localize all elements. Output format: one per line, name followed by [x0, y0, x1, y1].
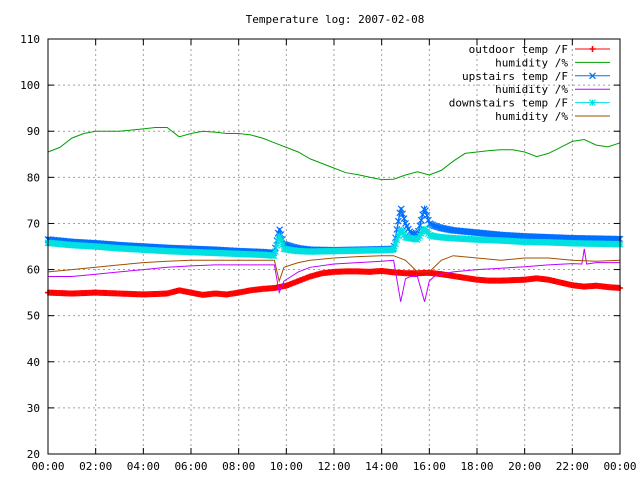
series-4	[48, 248, 620, 302]
y-tick-label: 110	[20, 33, 40, 46]
legend-label: humidity /%	[495, 83, 568, 96]
y-tick-label: 50	[27, 310, 40, 323]
data-point	[273, 241, 281, 249]
x-tick-label: 16:00	[413, 460, 446, 473]
y-tick-label: 20	[27, 448, 40, 461]
y-tick-label: 100	[20, 79, 40, 92]
data-point	[279, 241, 286, 249]
y-tick-label: 90	[27, 125, 40, 138]
legend-marker	[589, 72, 596, 80]
x-tick-label: 10:00	[270, 460, 303, 473]
x-tick-label: 20:00	[508, 460, 541, 473]
legend-label: humidity /%	[495, 110, 568, 123]
data-point	[277, 237, 285, 244]
data-point	[400, 215, 408, 223]
data-point	[270, 252, 278, 260]
x-tick-label: 00:00	[31, 460, 64, 473]
data-point	[417, 216, 425, 224]
x-tick-label: 12:00	[317, 460, 350, 473]
data-point	[416, 222, 424, 230]
y-tick-label: 80	[27, 171, 40, 184]
series-line	[47, 255, 621, 283]
series-5	[44, 225, 624, 260]
x-tick-label: 22:00	[556, 460, 589, 473]
chart-title: Temperature log: 2007-02-08	[246, 13, 425, 26]
grid-layer	[48, 39, 620, 454]
data-point	[397, 205, 405, 213]
series-2	[47, 127, 621, 181]
data-point	[392, 240, 399, 248]
y-tick-label: 70	[27, 217, 40, 230]
data-point	[394, 217, 402, 225]
series-line	[48, 248, 620, 302]
legend-label: humidity /%	[495, 56, 568, 69]
x-tick-label: 18:00	[460, 460, 493, 473]
series-1	[45, 267, 623, 298]
y-tick-label: 60	[27, 264, 40, 277]
data-point	[394, 232, 402, 240]
legend-marker	[589, 99, 596, 106]
series-line	[47, 127, 621, 181]
y-tick-label: 30	[27, 402, 40, 415]
data-point	[390, 244, 398, 252]
x-tick-label: 06:00	[174, 460, 207, 473]
data-point	[416, 232, 424, 240]
data-point	[417, 230, 425, 237]
x-tick-label: 00:00	[603, 460, 636, 473]
y-tick-label: 40	[27, 356, 40, 369]
series-layer	[44, 127, 624, 302]
x-tick-label: 02:00	[79, 460, 112, 473]
legend-label: outdoor temp /F	[469, 43, 568, 56]
axis-layer: 20 30 40 50 60 70 80 90 100 110 00:00 02:00 04:00 06:…	[20, 33, 636, 473]
data-point	[422, 207, 429, 214]
series-6	[47, 255, 621, 283]
x-tick-label: 14:00	[365, 460, 398, 473]
data-point	[397, 226, 405, 234]
x-tick-label: 08:00	[222, 460, 255, 473]
data-point	[271, 248, 279, 255]
data-point	[274, 235, 282, 243]
data-point	[399, 210, 407, 218]
data-point	[399, 228, 407, 236]
data-point	[393, 236, 401, 244]
legend-label: downstairs temp /F	[449, 97, 568, 110]
data-point	[276, 226, 284, 234]
legend-marker	[589, 46, 596, 52]
data-point	[276, 232, 284, 240]
data-point	[414, 234, 422, 242]
data-point	[423, 211, 431, 219]
legend-label: upstairs temp /F	[462, 70, 568, 83]
x-tick-label: 04:00	[127, 460, 160, 473]
data-point	[419, 227, 427, 235]
